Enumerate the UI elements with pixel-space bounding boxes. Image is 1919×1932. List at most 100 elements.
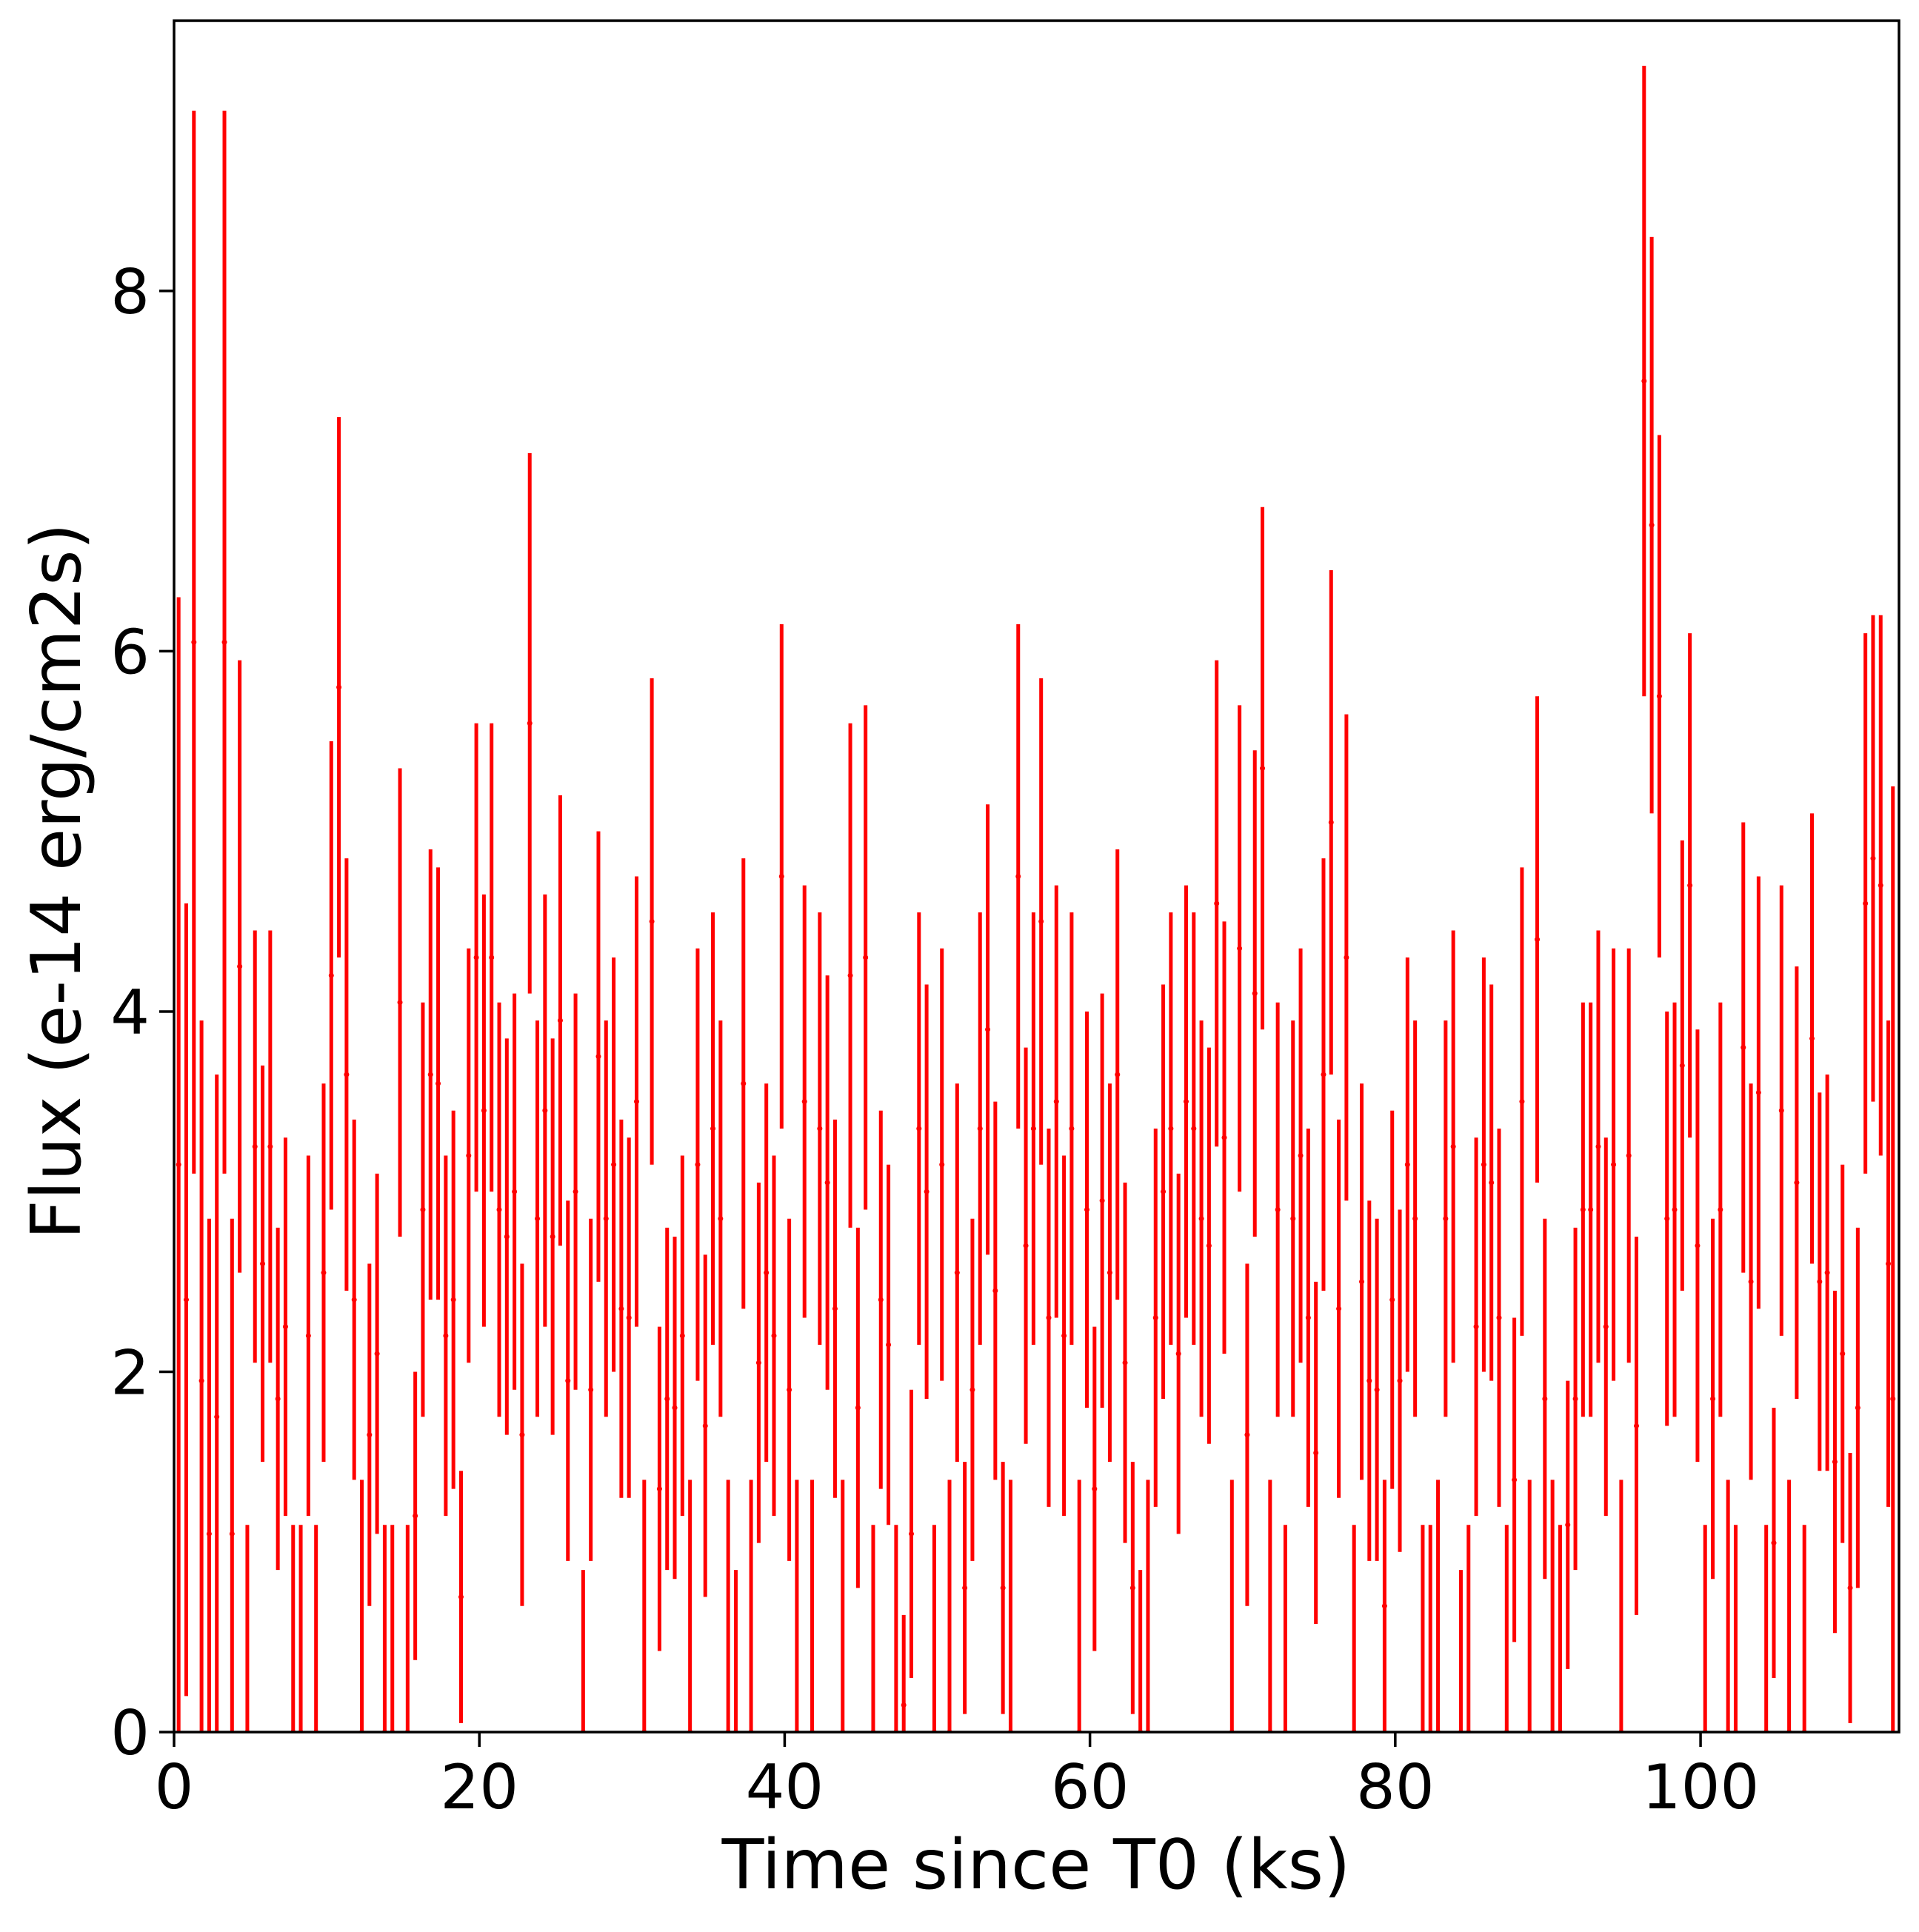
data-point: [489, 955, 495, 960]
data-point: [527, 721, 533, 726]
y-tick-label: 6: [110, 616, 150, 688]
data-point: [427, 1072, 433, 1077]
data-point: [718, 1216, 724, 1222]
data-point: [550, 1234, 555, 1240]
data-point: [656, 1486, 662, 1492]
data-point: [801, 1099, 807, 1105]
data-point: [237, 963, 243, 969]
data-point: [229, 1531, 235, 1537]
data-point: [1496, 1314, 1502, 1320]
data-point: [992, 1288, 998, 1294]
data-point: [1344, 955, 1349, 960]
data-point: [1611, 1162, 1617, 1168]
data-point: [1053, 1099, 1059, 1105]
data-point: [1863, 900, 1869, 906]
data-point: [1092, 1486, 1098, 1492]
x-tick-label: 40: [746, 1751, 824, 1823]
data-point: [1588, 1207, 1594, 1213]
data-point: [206, 1531, 212, 1537]
data-point: [603, 1216, 609, 1222]
data-point: [1030, 1126, 1036, 1132]
data-point: [1840, 1351, 1846, 1357]
data-point: [1221, 1134, 1227, 1140]
data-point: [778, 874, 784, 879]
x-axis-title: Time since T0 (ks): [721, 1825, 1351, 1905]
data-point: [1084, 1207, 1090, 1213]
data-point: [504, 1234, 510, 1240]
data-point: [886, 1342, 892, 1348]
data-point: [1099, 1197, 1105, 1203]
data-point: [1168, 1126, 1174, 1132]
data-point: [435, 1080, 441, 1086]
data-point: [519, 1432, 525, 1438]
data-point: [1832, 1459, 1838, 1465]
data-point: [595, 1054, 601, 1060]
data-point: [1450, 1143, 1456, 1149]
data-point: [1152, 1314, 1158, 1320]
data-point: [741, 1080, 747, 1086]
data-point: [1061, 1333, 1067, 1339]
data-point: [1817, 1279, 1823, 1285]
data-point: [443, 1333, 449, 1339]
data-point: [1809, 1035, 1815, 1041]
data-point: [771, 1333, 777, 1339]
data-point: [413, 1513, 418, 1519]
data-point: [1641, 378, 1647, 384]
y-tick-label: 4: [110, 977, 150, 1049]
data-point: [817, 1126, 823, 1132]
data-point: [1649, 522, 1655, 528]
plot-frame: [173, 19, 1900, 1734]
data-point: [1237, 946, 1243, 952]
data-point: [367, 1432, 373, 1438]
data-point: [1565, 1522, 1571, 1528]
data-point: [1847, 1585, 1853, 1591]
data-point: [1129, 1585, 1135, 1591]
data-point: [573, 1189, 578, 1194]
data-point: [305, 1333, 311, 1339]
data-point: [321, 1270, 327, 1276]
data-point: [1512, 1477, 1518, 1483]
data-point: [1252, 991, 1258, 997]
data-point: [176, 1162, 181, 1168]
data-point: [1443, 1216, 1449, 1222]
data-point: [260, 1261, 266, 1267]
data-point: [458, 1594, 464, 1600]
data-point: [1404, 1162, 1410, 1168]
data-point: [1664, 1216, 1670, 1222]
data-point: [611, 1162, 617, 1168]
data-point: [183, 1297, 189, 1303]
data-point: [397, 1000, 403, 1006]
data-point: [916, 1126, 922, 1132]
data-point: [1626, 1153, 1632, 1159]
data-point: [649, 918, 655, 924]
x-tick-label: 20: [440, 1751, 518, 1823]
data-point: [588, 1387, 594, 1393]
data-point: [542, 1108, 548, 1114]
data-point: [1313, 1450, 1319, 1456]
data-point: [1755, 1089, 1761, 1095]
x-tick-label: 0: [155, 1751, 194, 1823]
data-point: [969, 1387, 975, 1393]
plot-area: [176, 65, 1896, 1732]
data-point: [1481, 1162, 1486, 1168]
data-point: [565, 1378, 571, 1384]
data-point: [1191, 1126, 1197, 1132]
data-point: [962, 1585, 968, 1591]
data-point: [420, 1207, 426, 1213]
data-point: [1275, 1207, 1281, 1213]
y-axis-title: Flux (e-14 erg/cm2s): [16, 523, 96, 1240]
data-point: [535, 1216, 541, 1222]
data-point: [939, 1162, 945, 1168]
data-point: [1580, 1207, 1586, 1213]
data-point: [1572, 1396, 1578, 1402]
data-point: [985, 1026, 991, 1032]
data-point: [954, 1270, 960, 1276]
data-point: [855, 1405, 861, 1411]
data-point: [1381, 1603, 1387, 1609]
data-point: [1633, 1423, 1639, 1428]
data-point: [1122, 1360, 1128, 1366]
data-point: [1741, 1045, 1746, 1051]
data-point: [267, 1143, 273, 1149]
data-point: [1824, 1270, 1830, 1276]
data-point: [1595, 1143, 1601, 1149]
